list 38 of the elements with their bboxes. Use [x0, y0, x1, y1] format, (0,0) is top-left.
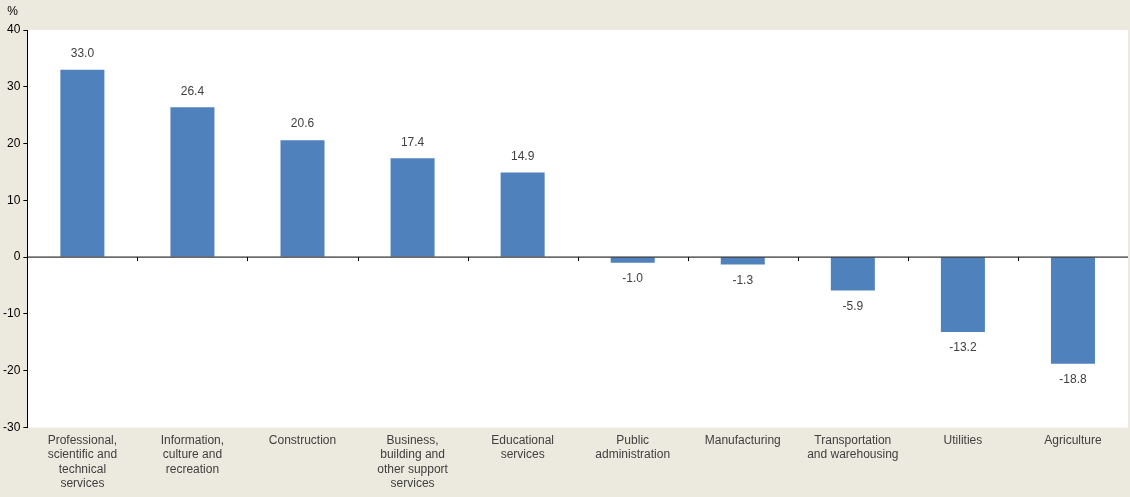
data-label: 17.4 [400, 134, 425, 149]
x-tick-label: Construction [268, 432, 337, 447]
data-label: 14.9 [510, 148, 535, 163]
x-tick-label: Professional, scientific and technical services [47, 432, 118, 491]
bar [60, 69, 105, 257]
bar [940, 257, 985, 333]
data-label: -5.9 [842, 298, 864, 313]
bar [280, 140, 325, 257]
x-tick-label: Information, culture and recreation [160, 432, 225, 476]
data-label: 20.6 [290, 116, 315, 131]
data-label: 26.4 [180, 83, 205, 98]
bar [610, 257, 655, 263]
data-label: -13.2 [949, 340, 977, 355]
y-tick-label: 30 [6, 79, 21, 94]
data-label: 33.0 [70, 46, 95, 61]
y-tick-label: -20 [3, 362, 21, 377]
y-tick-label: -10 [3, 306, 21, 321]
data-label: -1.0 [622, 271, 644, 286]
data-label: -18.8 [1059, 372, 1087, 387]
x-tick-label: Business, building and other support services [377, 432, 449, 491]
x-tick-label: Utilities [943, 432, 983, 447]
x-tick-label: Public administration [595, 432, 671, 462]
y-tick-label: -30 [3, 419, 21, 434]
bar [830, 257, 875, 291]
x-tick-label: Transportation and warehousing [807, 432, 899, 462]
x-tick-label: Educational services [491, 432, 554, 462]
bar [170, 107, 215, 257]
y-tick-label: 10 [6, 192, 21, 207]
data-label: -1.3 [732, 272, 754, 287]
bar [500, 172, 545, 257]
y-tick-label: 20 [6, 135, 21, 150]
y-tick-label: 0 [13, 249, 21, 264]
x-tick-label: Manufacturing [704, 432, 781, 447]
x-tick-label: Agriculture [1044, 432, 1102, 447]
bar [390, 158, 435, 257]
y-tick-label: 40 [6, 22, 21, 37]
y-axis-title: % [7, 4, 19, 19]
bar [1050, 257, 1095, 364]
